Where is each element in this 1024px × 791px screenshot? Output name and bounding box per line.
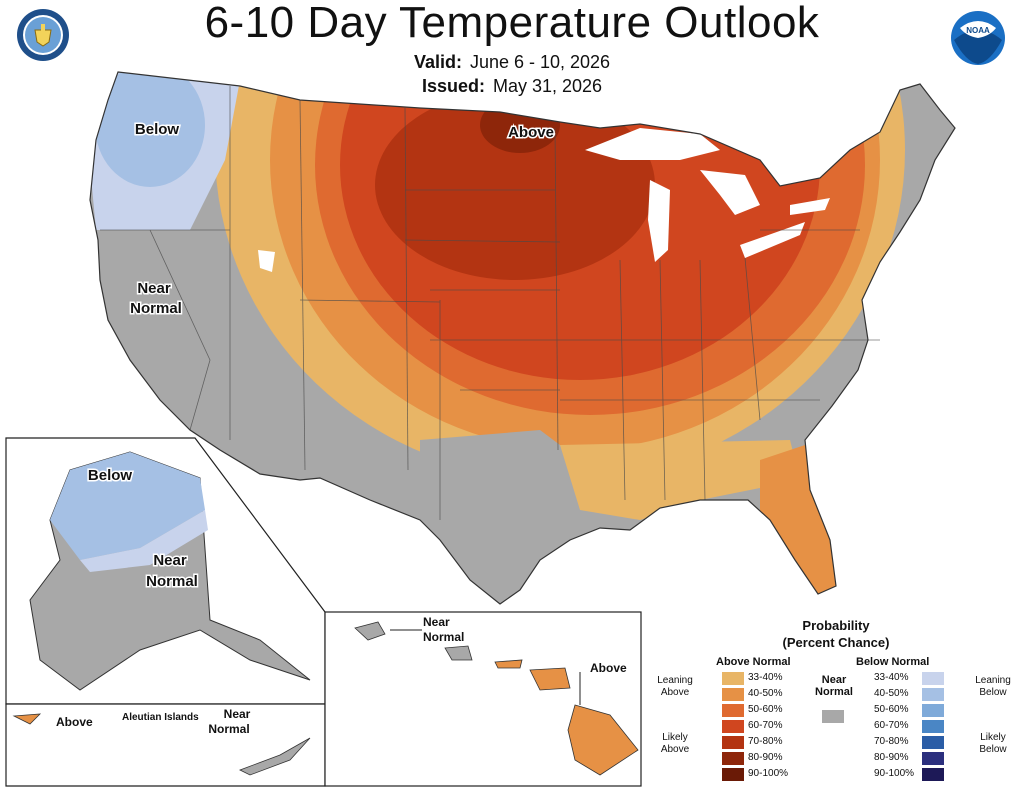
near-normal-swatch <box>822 710 844 723</box>
above-range-label-5: 80-90% <box>748 752 783 763</box>
hawaii-near-label-1: Near <box>423 615 450 629</box>
hawaii-above-label: Above <box>590 661 627 675</box>
aleutian-near-label-1: Near <box>224 707 251 721</box>
below-range-label-1: 40-50% <box>874 688 909 699</box>
great-lakes <box>258 128 830 272</box>
valid-label: Valid: <box>413 52 462 72</box>
likely-above-label: Likely Above <box>660 732 690 755</box>
below-swatch-6 <box>922 768 944 781</box>
alaska-below-band <box>50 452 205 560</box>
above-range-label-4: 70-80% <box>748 736 783 747</box>
lake-erie <box>740 222 805 258</box>
valid-line: Valid: June 6 - 10, 2026 <box>0 52 1024 73</box>
below-range-label-0: 33-40% <box>874 672 909 683</box>
below-range-label-3: 60-70% <box>874 720 909 731</box>
alaska-below-label: Below <box>88 467 133 484</box>
state-boundaries <box>100 86 880 520</box>
legend-above-header: Above Normal <box>716 656 791 668</box>
alaska-below-light-band <box>80 510 208 572</box>
molokai-island <box>494 659 523 669</box>
big-island <box>567 704 639 776</box>
below-range-label-2: 50-60% <box>874 704 909 715</box>
great-salt-lake <box>258 250 275 272</box>
conus-near-label-2: Normal <box>130 300 182 317</box>
above-70-80-band <box>375 90 655 280</box>
above-swatch-2 <box>722 704 744 717</box>
above-swatch-0 <box>722 672 744 685</box>
issued-value: May 31, 2026 <box>492 76 603 96</box>
legend-title-1: Probability <box>802 618 870 633</box>
issued-label: Issued: <box>421 76 485 96</box>
florida-40-50-band <box>760 440 840 600</box>
below-range-label-6: 90-100% <box>874 768 915 779</box>
conus-below-label: Below <box>135 121 180 138</box>
lake-michigan <box>648 180 670 262</box>
aleutian-near-label-2: Normal <box>208 722 249 736</box>
probability-legend: Probability (Percent Chance) Above Norma… <box>652 616 1020 788</box>
kauai-island <box>354 621 386 641</box>
above-swatch-4 <box>722 736 744 749</box>
below-range-label-5: 80-90% <box>874 752 909 763</box>
aleutian-above-label: Above <box>56 715 93 729</box>
texas-near-normal <box>420 430 600 604</box>
legend-below-header: Below Normal <box>856 656 930 668</box>
leaning-above-label: Leaning Above <box>657 675 693 698</box>
noaa-logo-icon: NOAA <box>951 11 1005 65</box>
gulf-33-40-band <box>560 440 800 520</box>
lake-ontario <box>790 198 830 215</box>
below-swatch-1 <box>922 688 944 701</box>
below-swatch-4 <box>922 736 944 749</box>
below-range-label-4: 70-80% <box>874 736 909 747</box>
conus-above-label: Above <box>508 124 554 141</box>
lake-superior <box>585 128 720 160</box>
hawaii-near-label-2: Normal <box>423 630 464 644</box>
hawaii-inset: Near Normal Above <box>324 611 642 787</box>
above-range-label-6: 90-100% <box>748 768 789 779</box>
above-range-label-0: 33-40% <box>748 672 783 683</box>
aleutian-islands-label: Aleutian Islands <box>122 712 199 723</box>
above-range-label-2: 50-60% <box>748 704 783 715</box>
legend-title-2: (Percent Chance) <box>782 635 890 650</box>
above-range-label-1: 40-50% <box>748 688 783 699</box>
above-swatch-5 <box>722 752 744 765</box>
noaa-logo-text: NOAA <box>966 26 990 35</box>
below-swatch-5 <box>922 752 944 765</box>
below-40-50-band <box>95 72 205 187</box>
below-swatch-2 <box>922 704 944 717</box>
alaska-inset: Below Near Normal Above Aleutian Islands… <box>5 437 326 787</box>
above-swatch-6 <box>722 768 744 781</box>
valid-value: June 6 - 10, 2026 <box>469 52 611 72</box>
conus-shading <box>90 72 955 604</box>
below-swatch-3 <box>922 720 944 733</box>
likely-below-label: Likely Below <box>979 732 1007 755</box>
below-swatch-0 <box>922 672 944 685</box>
maui-island <box>529 667 571 691</box>
above-swatch-3 <box>722 720 744 733</box>
issued-line: Issued: May 31, 2026 <box>0 76 1024 97</box>
oahu-island <box>444 645 473 661</box>
page-title: 6-10 Day Temperature Outlook <box>204 0 820 47</box>
lake-huron <box>700 170 760 215</box>
conus-near-label-1: Near <box>137 280 171 297</box>
alaska-near-label-1: Near <box>153 552 187 569</box>
commerce-seal-icon <box>17 9 69 61</box>
above-range-label-3: 60-70% <box>748 720 783 731</box>
near-normal-label: Near Normal <box>815 674 853 698</box>
alaska-near-label-2: Normal <box>146 573 198 590</box>
aleutian-west-islands <box>12 713 42 725</box>
above-swatch-1 <box>722 688 744 701</box>
aleutian-east-islands <box>239 737 311 776</box>
conus-outline <box>89 71 956 605</box>
leaning-below-label: Leaning Below <box>975 675 1011 698</box>
